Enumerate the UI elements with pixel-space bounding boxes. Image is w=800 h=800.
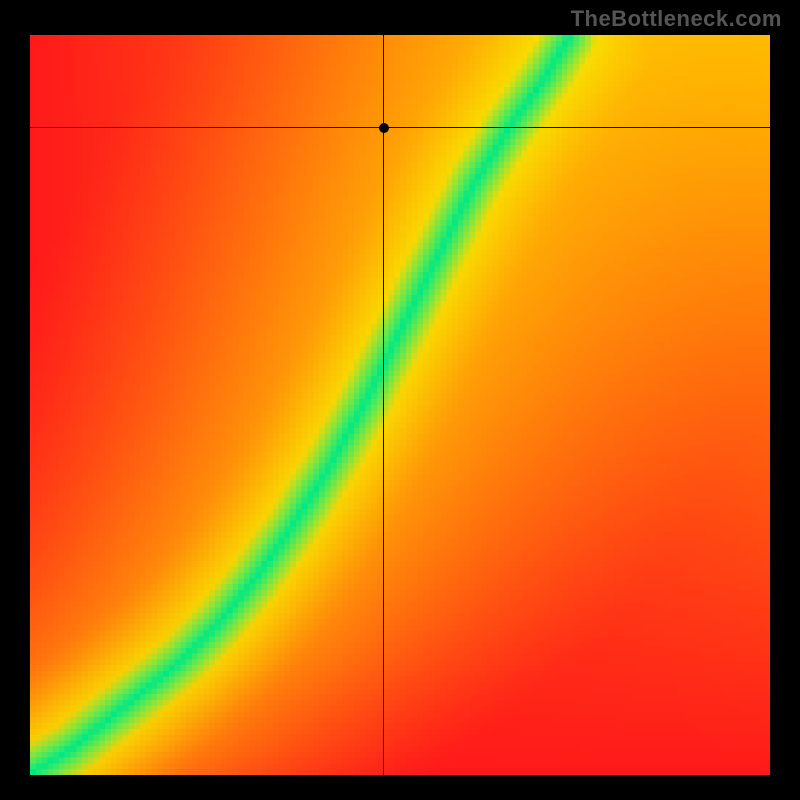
crosshair-horizontal (30, 127, 770, 128)
plot-frame (30, 35, 770, 775)
crosshair-marker-dot (379, 123, 389, 133)
crosshair-vertical (383, 35, 384, 775)
bottleneck-heatmap (30, 35, 770, 775)
watermark-label: TheBottleneck.com (571, 6, 782, 32)
